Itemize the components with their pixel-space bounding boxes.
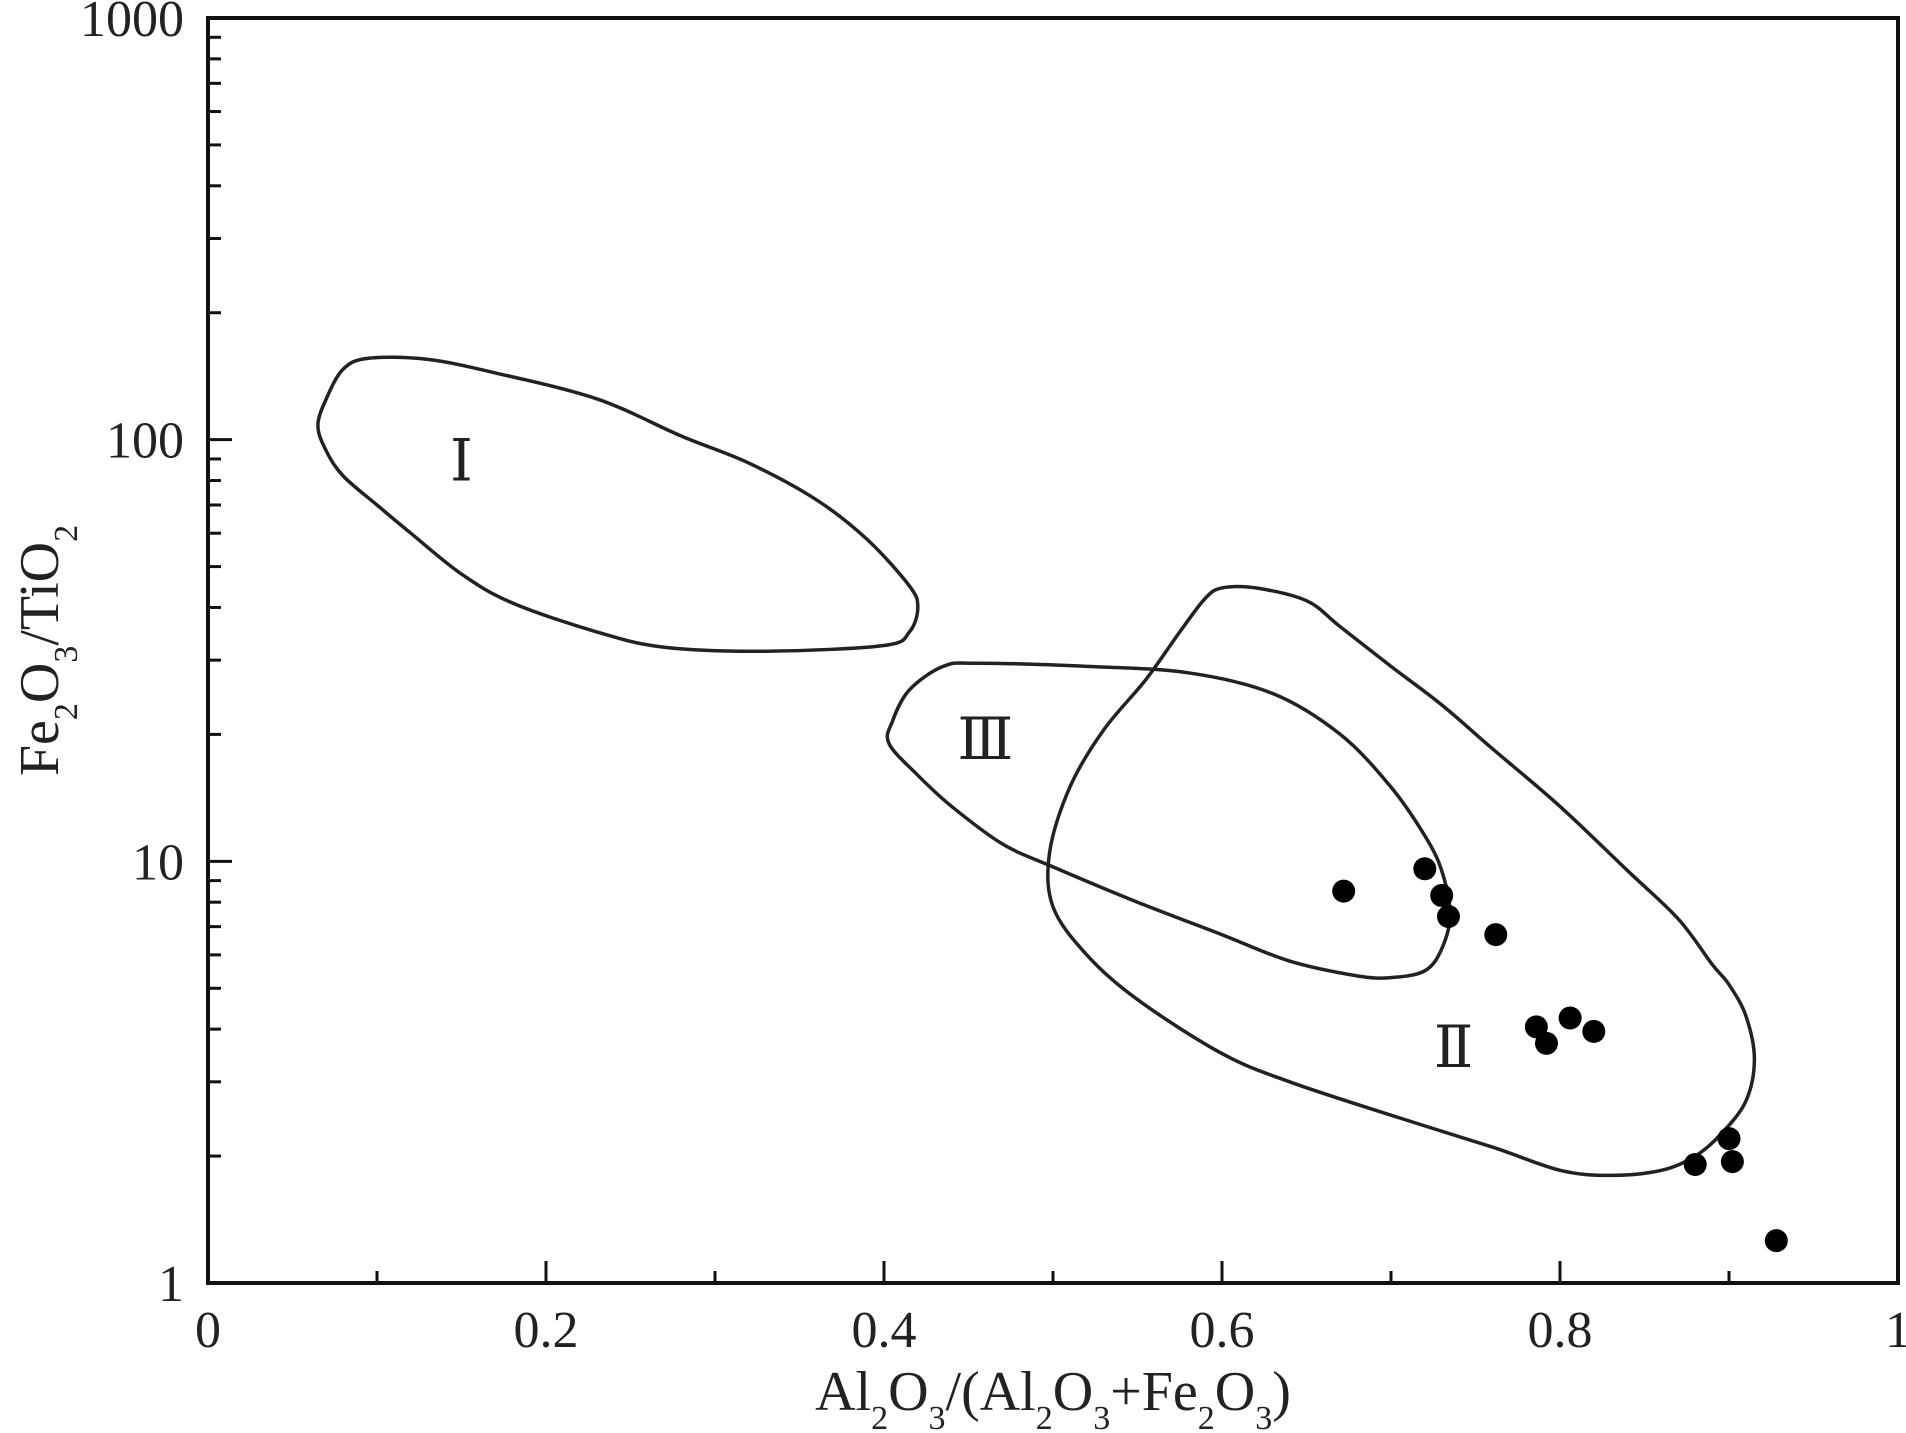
data-point [1484,923,1508,947]
data-point [1413,857,1437,881]
x-tick-label: 0.2 [514,1302,579,1359]
region-i-label: Ⅰ [450,429,473,494]
x-tick-label: 0.4 [852,1302,917,1359]
data-points [1332,857,1788,1253]
data-point [1764,1229,1788,1253]
y-tick-label: 10 [132,834,184,891]
y-tick-label: 1 [158,1256,184,1313]
region-i-outline [316,355,920,653]
plot-frame [206,16,1900,1285]
data-point [1332,879,1356,903]
data-point [1582,1019,1606,1043]
y-axis-title: Fe2O3/TiO2 [9,525,85,776]
region-iii-outline [885,661,1452,980]
x-tick-label: 0.8 [1528,1302,1593,1359]
data-point [1436,904,1460,928]
x-axis-title: Al2O3/(Al2O3+Fe2O3) [815,1361,1291,1433]
data-point [1558,1006,1582,1030]
data-point [1720,1150,1744,1174]
y-tick-label: 100 [106,413,184,470]
x-tick-label: 0 [195,1302,221,1359]
x-tick-label: 1 [1885,1302,1906,1359]
data-point [1430,883,1454,907]
data-point [1534,1031,1558,1055]
region-ii-label: Ⅱ [1434,1015,1473,1080]
data-point [1524,1015,1548,1039]
region-iii-label: Ⅲ [957,707,1013,772]
data-point [1717,1127,1741,1151]
region-ii-outline [1046,584,1757,1178]
x-tick-label: 0.6 [1190,1302,1255,1359]
y-tick-label: 1000 [80,0,184,48]
region-outlines: Ⅰ Ⅱ Ⅲ [316,355,1757,1178]
data-point [1683,1152,1707,1176]
axes: 0 0.2 0.4 0.6 0.8 1 1 10 100 1000 [80,0,1906,1359]
